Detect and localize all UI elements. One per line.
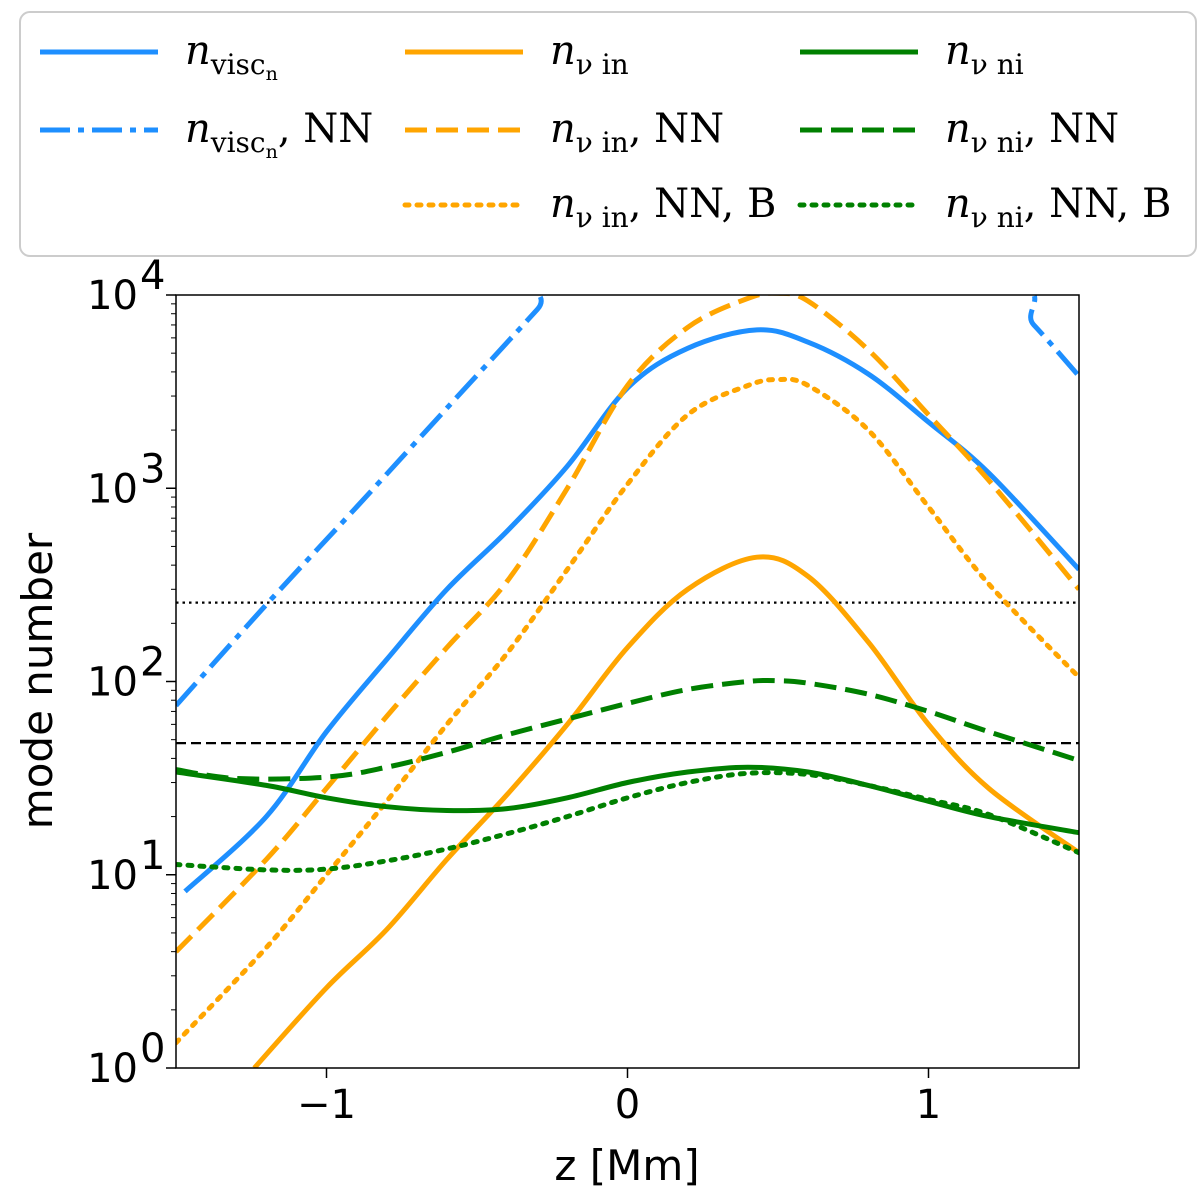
series-line-nu_in_NN_B [176, 376, 1079, 1046]
y-tick-exponent: 3 [140, 446, 165, 492]
legend-entry-nu_in: nν in [405, 28, 629, 81]
legend: nviscn nviscn, NN nν in nν in, NN nν in, NN,… [19, 11, 1197, 257]
series-line-nu_in_NN [176, 295, 1079, 954]
x-tick-label: −1 [297, 1082, 356, 1128]
y-tick-label: 10 [87, 273, 138, 319]
legend-frame [19, 11, 1197, 257]
y-tick-exponent: 2 [140, 640, 165, 686]
y-tick-label: 10 [87, 466, 138, 512]
legend-label-nu_ni: nν ni [945, 28, 1024, 81]
legend-label-nu_ni_NN: nν ni, NN [945, 106, 1119, 159]
y-tick-label: 10 [87, 853, 138, 899]
legend-label-nu_ni_NN_B: nν ni, NN, B [945, 181, 1171, 234]
y-tick-exponent: 1 [140, 833, 165, 879]
legend-label-nu_in_NN_B: nν in, NN, B [550, 181, 776, 234]
legend-label-visc_n: nviscn [185, 28, 278, 85]
legend-entry-visc_n_NN: nviscn, NN [40, 106, 373, 163]
legend-label-nu_in: nν in [550, 28, 629, 81]
x-tick-label: 0 [615, 1082, 640, 1128]
legend-entry-nu_ni_NN: nν ni, NN [800, 106, 1119, 159]
legend-entry-nu_ni: nν ni [800, 28, 1024, 81]
y-axis-label: mode number [13, 532, 62, 829]
plot-background [176, 295, 1079, 1068]
y-tick-exponent: 4 [140, 253, 165, 299]
legend-label-visc_n_NN: nviscn, NN [185, 106, 373, 163]
series-line-nu_ni_NN [176, 677, 1079, 782]
series-line-nu_ni_NN_B [176, 770, 1079, 873]
x-axis-label: z [Mm] [554, 1141, 699, 1190]
legend-entry-visc_n: nviscn [40, 28, 278, 85]
legend-entry-nu_in_NN: nν in, NN [405, 106, 724, 159]
x-tick-label: 1 [916, 1082, 941, 1128]
legend-entry-nu_ni_NN_B: nν ni, NN, B [797, 181, 1171, 234]
y-tick-label: 10 [87, 1046, 138, 1092]
y-tick-label: 10 [87, 660, 138, 706]
series-line-nu_in [252, 554, 1079, 1068]
legend-entry-nu_in_NN_B: nν in, NN, B [402, 181, 776, 234]
legend-label-nu_in_NN: nν in, NN [550, 106, 724, 159]
y-tick-exponent: 0 [140, 1026, 165, 1072]
